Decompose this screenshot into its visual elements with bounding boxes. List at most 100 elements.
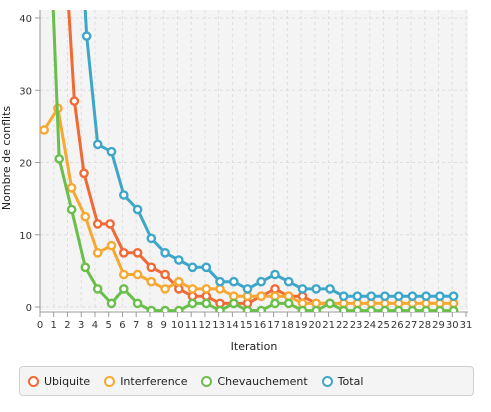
- point-chevauchement-27: [407, 305, 418, 312]
- point-total-10: [201, 262, 212, 273]
- x-tick-label-29: 29: [432, 320, 445, 331]
- point-total-1: [81, 31, 92, 41]
- y-tick-label-40: 40: [19, 14, 32, 25]
- legend-label-total: Total: [337, 374, 364, 388]
- x-tick-label-8: 8: [147, 320, 153, 331]
- point-chevauchement-19: [297, 305, 308, 312]
- point-chevauchement-7: [132, 298, 143, 309]
- x-tick-label-22: 22: [336, 320, 349, 331]
- legend-item-ubiquite[interactable]: Ubiquite: [28, 375, 90, 388]
- point-total-12: [228, 276, 239, 287]
- x-tick-label-9: 9: [160, 320, 166, 331]
- x-tick-label-2: 2: [64, 320, 70, 331]
- x-tick-label-1: 1: [51, 320, 57, 331]
- point-total-11: [215, 276, 225, 287]
- legend: Ubiquite Interference Chevauchement Tota…: [19, 366, 474, 396]
- point-total-13: [242, 284, 253, 294]
- point-total-4: [119, 190, 129, 200]
- grid: [40, 10, 468, 310]
- x-tick-label-20: 20: [308, 320, 321, 331]
- point-interference-0: [40, 125, 49, 135]
- point-chevauchement-17: [270, 298, 280, 309]
- x-tick-label-4: 4: [92, 320, 98, 331]
- point-interference-3: [80, 211, 91, 222]
- point-total-2: [92, 139, 103, 150]
- legend-swatch-chevauchement: [201, 375, 213, 387]
- point-chevauchement-18: [283, 298, 294, 309]
- point-total-9: [187, 262, 198, 273]
- point-total-14: [256, 276, 267, 287]
- point-interference-6: [119, 269, 129, 280]
- point-chevauchement-5: [106, 298, 117, 309]
- x-tick-label-11: 11: [185, 320, 198, 331]
- x-tick-label-16: 16: [254, 320, 267, 331]
- point-chevauchement-29: [435, 305, 445, 312]
- point-total-27: [435, 291, 445, 302]
- legend-item-interference[interactable]: Interference: [104, 375, 187, 388]
- point-chevauchement-6: [119, 284, 129, 294]
- point-total-6: [146, 233, 157, 244]
- legend-swatch-total: [321, 375, 333, 387]
- x-tick-label-25: 25: [377, 320, 390, 331]
- point-interference-7: [132, 269, 143, 280]
- point-ubiquite-3: [92, 219, 103, 229]
- point-total-15: [270, 269, 280, 280]
- x-tick-label-30: 30: [446, 320, 459, 331]
- point-chevauchement-1: [54, 154, 65, 164]
- point-ubiquite-6: [132, 247, 143, 258]
- point-chevauchement-20: [311, 305, 321, 312]
- legend-swatch-ubiquite: [28, 375, 39, 387]
- point-chevauchement-10: [174, 305, 184, 312]
- x-tick-label-27: 27: [405, 320, 418, 331]
- point-chevauchement-16: [256, 305, 266, 312]
- x-tick-label-5: 5: [106, 320, 112, 331]
- point-interference-9: [160, 284, 170, 294]
- point-total-17: [297, 284, 308, 294]
- x-tick-label-23: 23: [350, 320, 363, 331]
- x-tick-label-3: 3: [78, 320, 84, 331]
- legend-swatch-interference: [104, 375, 116, 387]
- legend-item-chevauchement[interactable]: Chevauchement: [201, 375, 308, 388]
- point-chevauchement-21: [325, 298, 335, 309]
- series-layer: [40, 10, 459, 312]
- x-tick-label-0: 0: [37, 320, 43, 331]
- point-ubiquite-7: [146, 262, 157, 273]
- y-tick-label-10: 10: [19, 231, 32, 242]
- point-total-21: [352, 291, 363, 302]
- point-interference-11: [187, 284, 198, 294]
- x-axis-title: Iteration: [231, 340, 278, 353]
- point-chevauchement-28: [421, 305, 431, 312]
- point-ubiquite-1: [69, 96, 80, 106]
- point-interference-16: [256, 291, 267, 302]
- x-tick-label-18: 18: [281, 320, 294, 331]
- x-tick-label-14: 14: [226, 320, 239, 331]
- point-total-5: [132, 204, 143, 215]
- point-chevauchement-3: [80, 262, 91, 273]
- x-tick-label-10: 10: [171, 320, 184, 331]
- x-tick-label-19: 19: [295, 320, 308, 331]
- point-chevauchement-25: [380, 305, 390, 312]
- x-tick-label-28: 28: [418, 320, 431, 331]
- point-interference-4: [92, 247, 103, 258]
- y-tick-label-0: 0: [26, 303, 32, 314]
- point-chevauchement-26: [393, 305, 404, 312]
- x-tick-label-21: 21: [322, 320, 335, 331]
- point-interference-8: [146, 276, 157, 287]
- point-total-3: [106, 146, 117, 157]
- point-total-26: [421, 291, 431, 302]
- point-ubiquite-8: [160, 269, 170, 280]
- x-tick-label-6: 6: [119, 320, 125, 331]
- x-tick-label-26: 26: [391, 320, 404, 331]
- point-interference-12: [201, 284, 212, 294]
- x-tick-label-15: 15: [240, 320, 253, 331]
- point-ubiquite-2: [79, 168, 89, 179]
- plot-background: [40, 10, 468, 310]
- point-total-18: [311, 284, 322, 294]
- point-total-19: [325, 284, 335, 294]
- point-chevauchement-12: [201, 298, 212, 309]
- x-tick-label-13: 13: [212, 320, 225, 331]
- legend-item-total[interactable]: Total: [321, 374, 364, 388]
- point-total-24: [393, 291, 404, 302]
- point-total-28: [448, 291, 459, 302]
